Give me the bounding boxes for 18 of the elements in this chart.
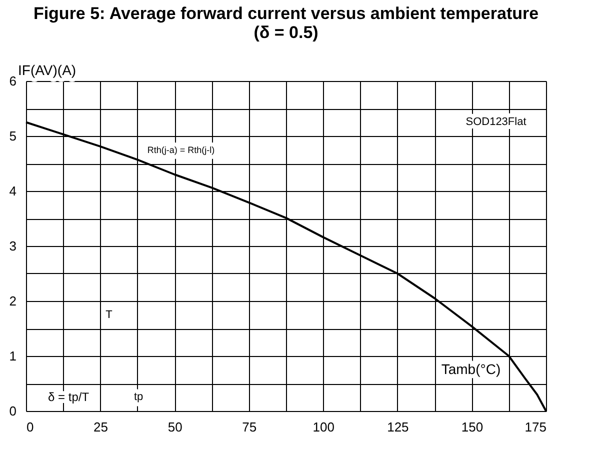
x-tick-label: 175 xyxy=(524,420,546,434)
y-axis-title: IF(AV)(A) xyxy=(18,62,76,78)
annotation: T xyxy=(106,309,113,321)
x-tick-label: 75 xyxy=(242,420,257,434)
x-tick-label: 125 xyxy=(387,420,409,434)
x-tick-label: 0 xyxy=(26,420,34,434)
y-tick-label: 5 xyxy=(9,128,16,144)
y-tick-label: 3 xyxy=(9,238,16,254)
x-tick-label: 100 xyxy=(312,420,334,434)
x-tick-label: 25 xyxy=(94,420,108,434)
x-tick-label: 50 xyxy=(168,420,182,434)
y-tick-label: 2 xyxy=(9,294,16,308)
y-tick-label: 6 xyxy=(9,74,16,88)
y-tick-label: 4 xyxy=(9,184,16,198)
y-tick-label: 0 xyxy=(9,404,16,418)
chart-title: Figure 5: Average forward current versus ambient temperature (δ = 0.5) xyxy=(33,4,539,42)
y-tick-label: 1 xyxy=(9,348,16,364)
x-tick-label: 150 xyxy=(461,420,484,434)
